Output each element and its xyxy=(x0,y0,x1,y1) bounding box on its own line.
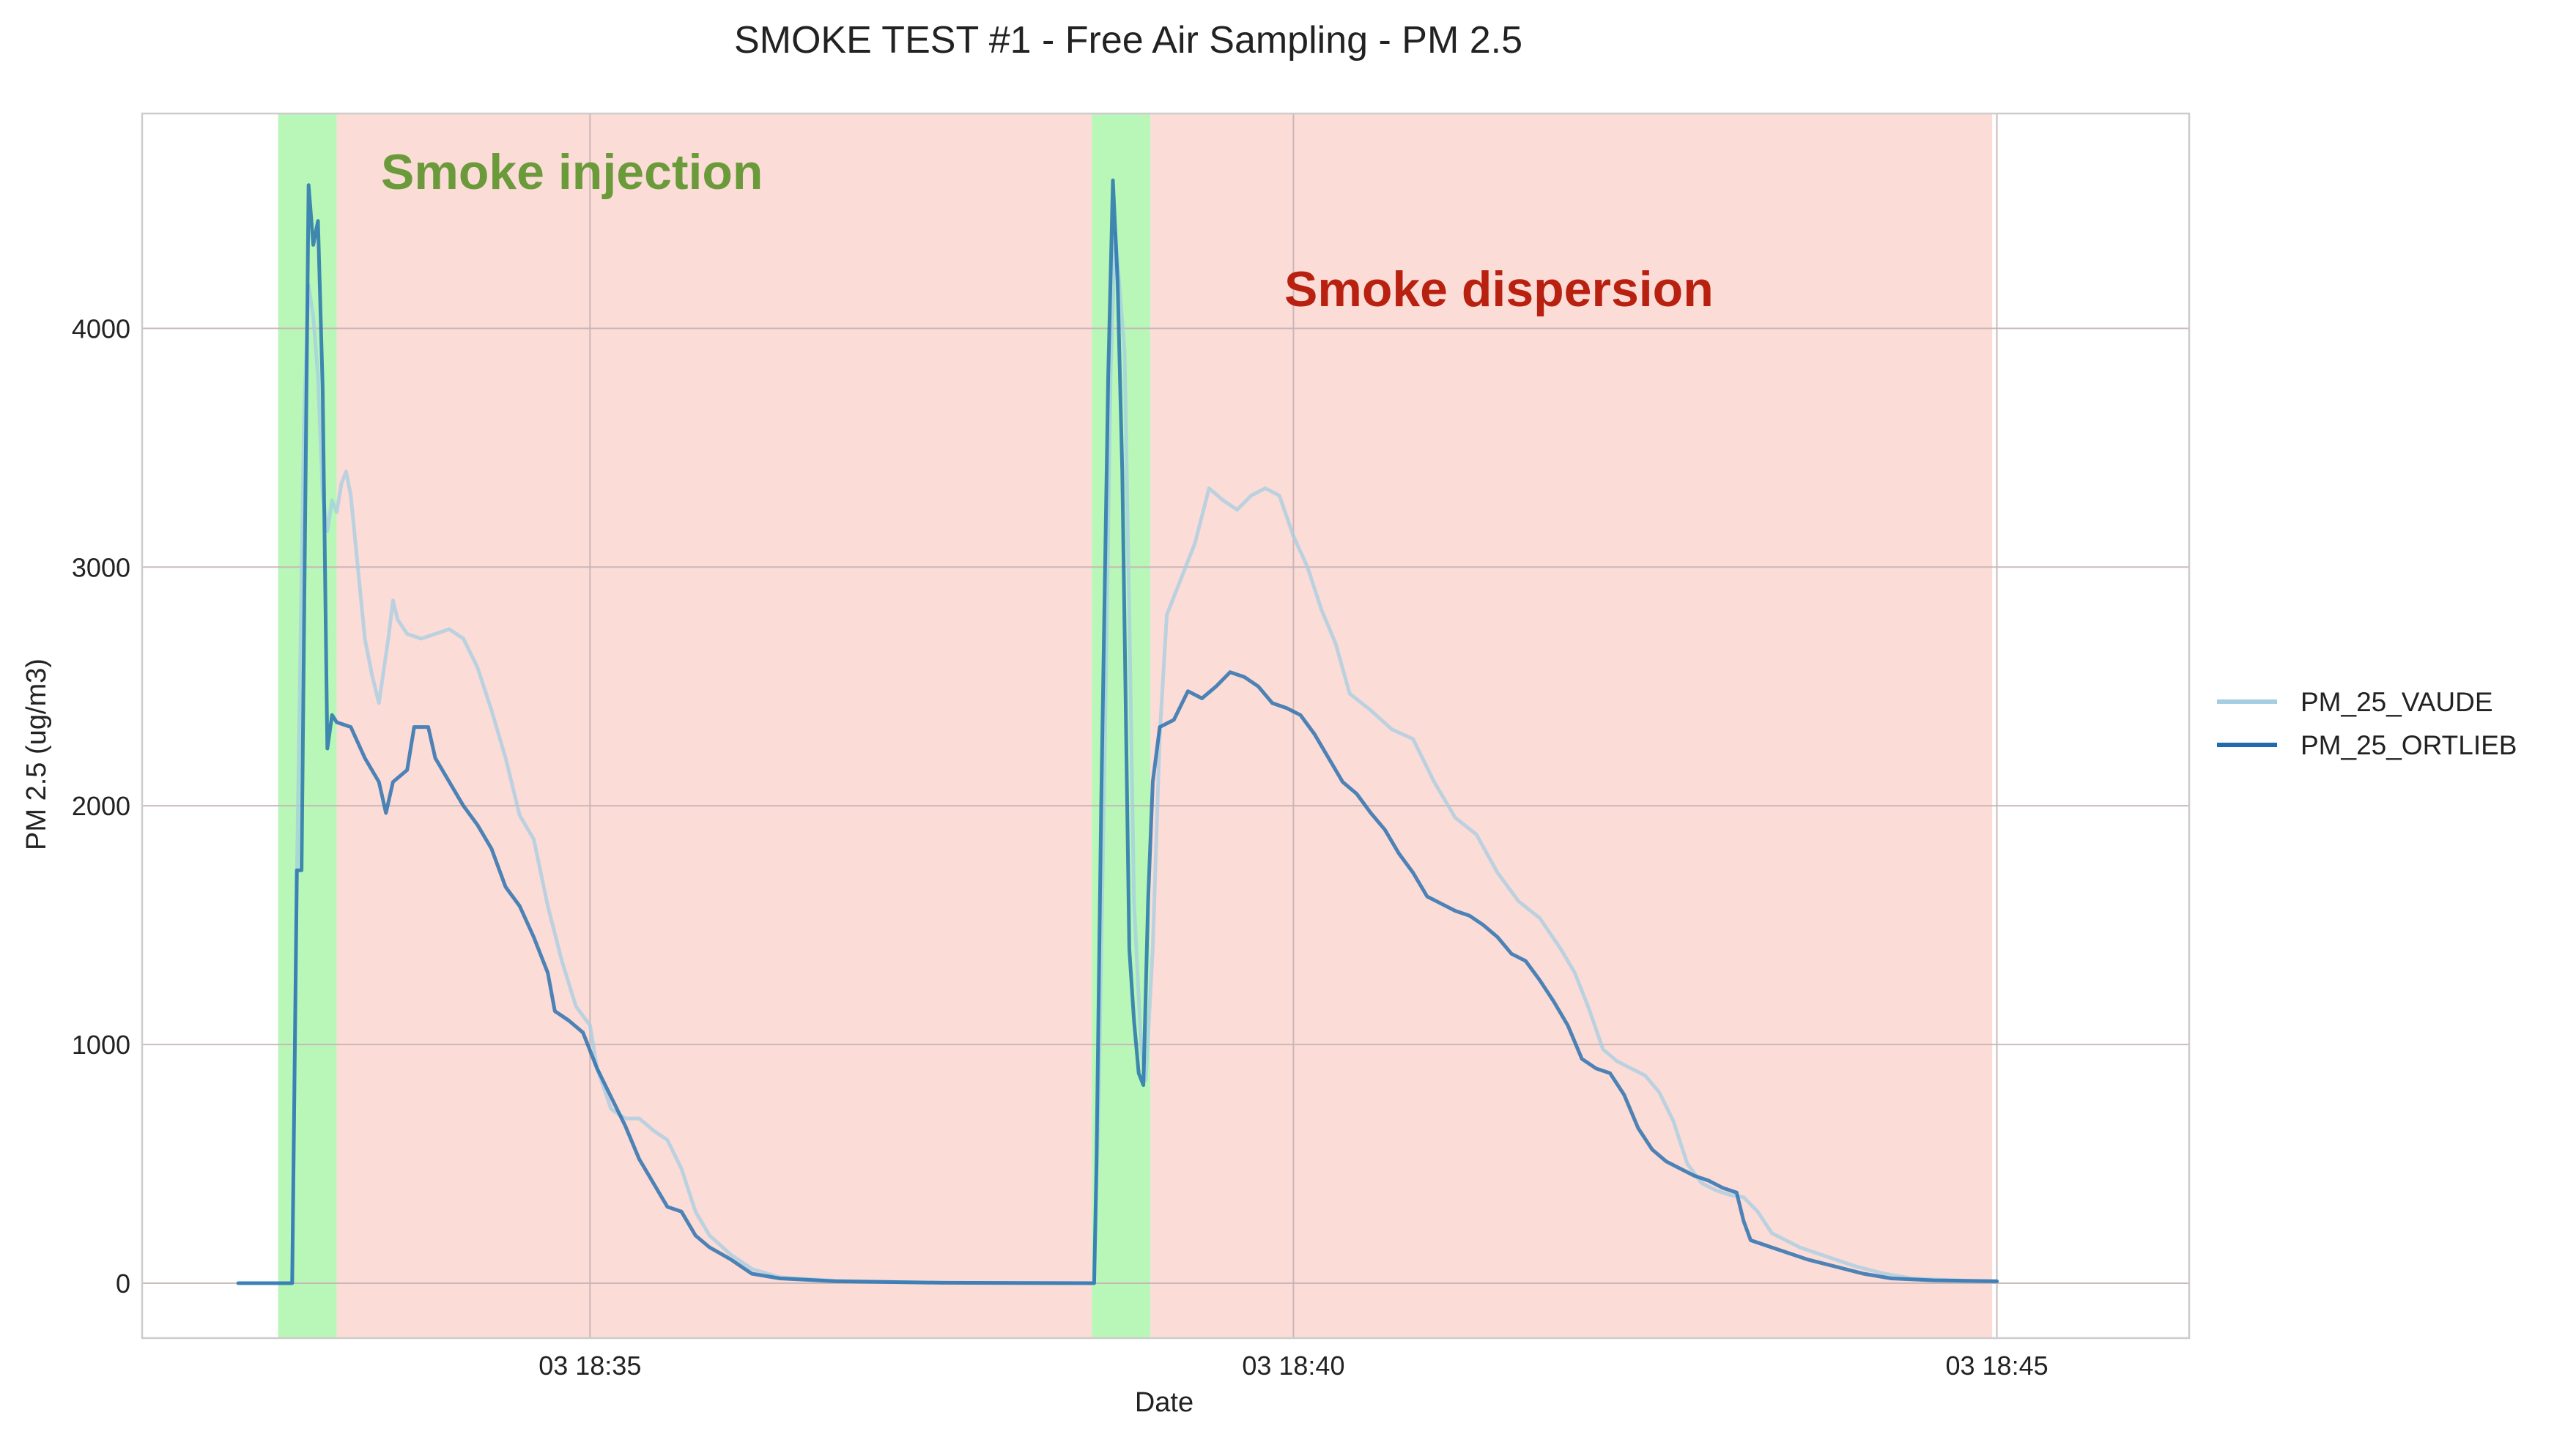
chart-title: SMOKE TEST #1 - Free Air Sampling - PM 2… xyxy=(734,19,1522,62)
annotation-smoke-dispersion: Smoke dispersion xyxy=(1284,261,1714,317)
x-tick-label: 03 18:35 xyxy=(538,1351,641,1381)
legend-label-ortlieb: PM_25_ORTLIEB xyxy=(2301,730,2517,760)
y-tick-label: 3000 xyxy=(72,552,130,582)
legend-label-vaude: PM_25_VAUDE xyxy=(2301,687,2493,717)
y-tick-label: 0 xyxy=(116,1269,130,1299)
y-tick-label: 1000 xyxy=(72,1030,130,1060)
x-axis-label: Date xyxy=(1135,1387,1193,1418)
y-axis-label: PM 2.5 (ug/m3) xyxy=(21,658,52,850)
series-line-pm-25-vaude xyxy=(236,231,1999,1285)
annotation-smoke-injection: Smoke injection xyxy=(381,144,763,200)
y-tick-label: 4000 xyxy=(72,313,130,344)
plot-area: 0 1000 2000 3000 4000 03 18:35 03 18:40 03 18:4… xyxy=(72,112,2191,1381)
series-line-pm-25-ortlieb xyxy=(236,178,1999,1285)
x-tick-label: 03 18:45 xyxy=(1945,1351,2048,1381)
shaded-region-dispersion-1 xyxy=(336,114,1092,1338)
y-tick-label: 2000 xyxy=(72,791,130,821)
shaded-region-dispersion-3 xyxy=(1150,114,1993,1338)
legend: PM_25_VAUDE PM_25_ORTLIEB xyxy=(2217,687,2517,760)
plot-frame xyxy=(141,112,2191,1340)
x-tick-label: 03 18:40 xyxy=(1242,1351,1344,1381)
